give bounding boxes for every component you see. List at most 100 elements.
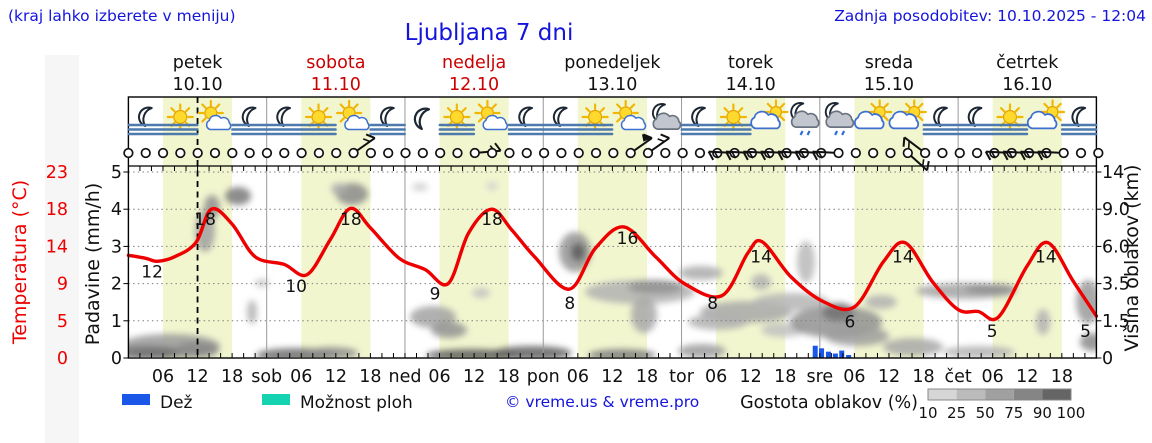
wind-calm-icon: [261, 147, 273, 159]
temperature-value: 18: [481, 210, 503, 230]
cloud-cover-layer: [129, 182, 1096, 357]
showers-legend-label: Možnost ploh: [300, 393, 413, 413]
rain-bar: [825, 351, 831, 358]
precipitation-axis-title: Padavine (mm/h): [82, 183, 104, 346]
wind-calm-icon: [1075, 147, 1087, 159]
rain-bar: [819, 348, 825, 358]
cloud-blob: [195, 210, 215, 252]
sun-ray: [737, 107, 744, 113]
sun-ray: [170, 107, 176, 113]
sun-fog-icon: [576, 103, 614, 136]
cloud-tick-label: 3.5: [1102, 275, 1130, 295]
wind-calm-icon: [313, 147, 325, 159]
sun-ray: [1056, 102, 1062, 109]
time-tick-label: 06: [290, 367, 312, 387]
cloud-shape: [482, 114, 508, 131]
temperature-value: 16: [617, 229, 639, 249]
wind-calm-icon: [296, 147, 307, 159]
precip-tick-label: 4: [111, 200, 122, 220]
moon-fog-icon: [542, 106, 579, 136]
moon-fog-icon: [231, 106, 268, 136]
rain-mark: [841, 130, 846, 136]
time-tick-label: 06: [843, 367, 865, 387]
wind-calm-icon: [660, 147, 671, 159]
rain-bar: [839, 350, 845, 358]
precip-tick-label: 5: [111, 163, 122, 183]
day-date: 14.10: [726, 75, 776, 95]
moon-icon: [413, 107, 431, 131]
precip-tick-label: 1: [111, 312, 122, 332]
sun-cloud-icon: [197, 99, 232, 131]
temperature-value: 5: [1080, 322, 1091, 342]
cloud-blob: [679, 266, 723, 280]
sun-ray: [323, 107, 329, 113]
cloud-tick-label: 9.0: [1102, 200, 1130, 220]
sun-ray: [215, 103, 221, 109]
cloud-blob: [412, 183, 428, 191]
rain-mark: [834, 130, 839, 136]
temperature-curve: [126, 206, 1099, 322]
time-tick-label: 06: [705, 367, 727, 387]
time-tick-label: 12: [878, 367, 900, 387]
cloud-cover-legend-label: Gostota oblakov (%): [740, 393, 918, 413]
cloud-shape: [854, 110, 885, 130]
sun-ray: [905, 102, 911, 109]
sun-fog-icon: [300, 103, 337, 136]
sun-ray: [184, 107, 191, 113]
wind-calm-icon: [850, 147, 861, 159]
cover-scale-segment: [985, 389, 1014, 400]
wind-calm-icon: [971, 147, 983, 159]
credit-link[interactable]: © vreme.us & vreme.pro: [505, 393, 699, 411]
wind-calm-icon: [227, 147, 238, 159]
sun-fog-icon: [162, 103, 199, 136]
day-name: petek: [173, 53, 224, 73]
cover-step-label: 10: [918, 404, 937, 422]
cloud-blob: [797, 241, 815, 283]
sun-ray: [616, 103, 622, 109]
sun-ray: [779, 115, 786, 122]
time-tick-label: 12: [325, 367, 347, 387]
wind-calm-icon: [504, 147, 515, 159]
time-tick-label: 12: [463, 367, 485, 387]
moon-rain-icon: [790, 102, 820, 136]
wind-barb-icon: [811, 147, 844, 161]
temperature-value: 8: [707, 294, 718, 314]
moon-fog-icon: [680, 106, 718, 136]
temperature-value: 6: [844, 313, 855, 333]
sun-ray: [477, 103, 484, 109]
temperature-value: 12: [141, 262, 163, 282]
cloud-blob: [822, 303, 854, 321]
day-date: 13.10: [587, 75, 637, 95]
wind-calm-icon: [885, 147, 896, 159]
day-date: 11.10: [311, 75, 361, 95]
wind-barb-icon: [642, 133, 670, 159]
sun-ray: [339, 117, 345, 123]
wind-calm-icon: [694, 147, 706, 159]
wind-calm-icon: [209, 147, 221, 159]
sun-ray: [918, 102, 924, 109]
cloud-blob: [255, 279, 269, 287]
cover-scale-segment: [928, 389, 957, 400]
cloud-tick-label: 0: [1102, 349, 1113, 369]
cloud-shape: [344, 114, 370, 131]
sun-fog-icon: [991, 103, 1029, 136]
wind-barb-icon: [902, 136, 931, 159]
wind-calm-icon: [486, 147, 498, 159]
cloud-sun-icon: [750, 99, 789, 130]
temperature-line: [126, 206, 1099, 322]
moon-fog-icon: [127, 106, 164, 136]
wind-calm-icon: [192, 147, 203, 159]
cloud-blob: [1036, 309, 1050, 335]
wind-calm-icon: [244, 147, 255, 159]
cloud-shape: [205, 114, 232, 131]
sun-ray: [1014, 107, 1020, 113]
sun-disc: [449, 109, 464, 125]
sun-disc: [726, 109, 741, 125]
wind-calm-icon: [140, 147, 151, 159]
showers-legend-swatch: [262, 394, 290, 405]
wind-calm-icon: [279, 147, 290, 159]
temperature-value: 18: [194, 210, 216, 230]
